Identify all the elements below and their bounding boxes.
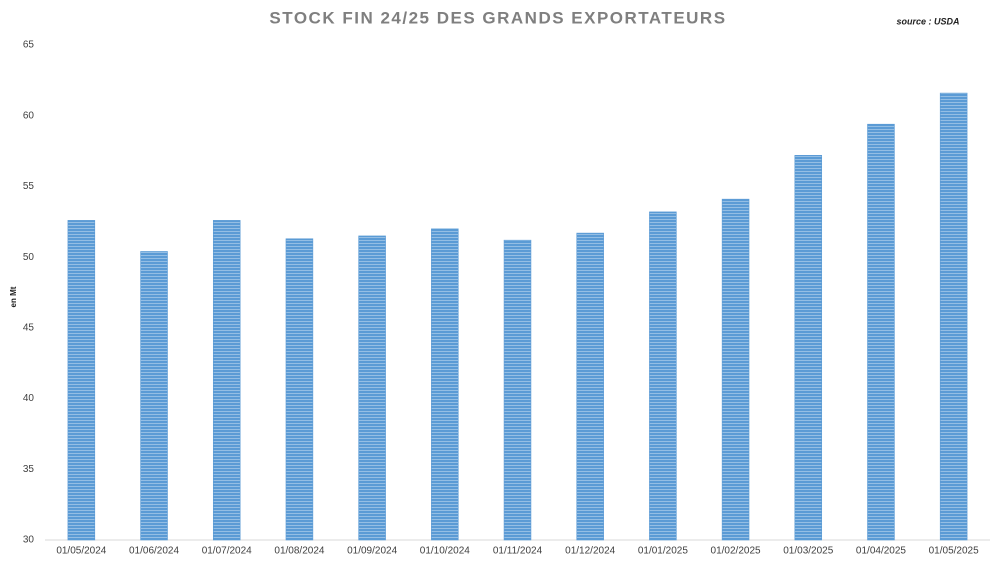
chart-title: STOCK FIN 24/25 DES GRANDS EXPORTATEURS <box>269 8 726 27</box>
x-tick-label: 01/06/2024 <box>129 546 179 557</box>
bar <box>649 211 677 541</box>
bar <box>794 155 823 541</box>
bar <box>721 198 750 541</box>
y-tick-label: 65 <box>23 40 35 51</box>
bar <box>67 220 96 541</box>
bar <box>939 92 968 541</box>
bar <box>867 123 895 541</box>
y-tick-label: 60 <box>23 110 35 121</box>
x-tick-label: 01/12/2024 <box>565 546 615 557</box>
bar <box>212 220 241 541</box>
x-tick-label: 01/10/2024 <box>420 546 470 557</box>
y-tick-label: 55 <box>23 181 35 192</box>
x-tick-label: 01/05/2025 <box>929 546 979 557</box>
bar <box>431 228 459 541</box>
bar <box>503 239 532 541</box>
x-tick-label: 01/03/2025 <box>783 546 833 557</box>
y-tick-label: 30 <box>23 535 35 546</box>
x-tick-label: 01/02/2025 <box>711 546 761 557</box>
y-axis-label: en Mt <box>9 286 18 307</box>
x-tick-label: 01/08/2024 <box>274 546 324 557</box>
y-tick-label: 35 <box>23 464 35 475</box>
x-tick-label: 01/05/2024 <box>56 546 106 557</box>
source-note: source : USDA <box>896 16 959 26</box>
x-tick-label: 01/09/2024 <box>347 546 397 557</box>
x-tick-label: 01/07/2024 <box>202 546 252 557</box>
x-tick-label: 01/01/2025 <box>638 546 688 557</box>
x-tick-label: 01/11/2024 <box>493 546 543 557</box>
x-tick-label: 01/04/2025 <box>856 546 906 557</box>
y-tick-label: 50 <box>23 252 35 263</box>
y-tick-label: 40 <box>23 393 35 404</box>
bar <box>576 232 604 541</box>
bar <box>140 251 168 541</box>
y-tick-label: 45 <box>23 322 35 333</box>
bar <box>285 238 314 541</box>
bar <box>358 235 386 541</box>
